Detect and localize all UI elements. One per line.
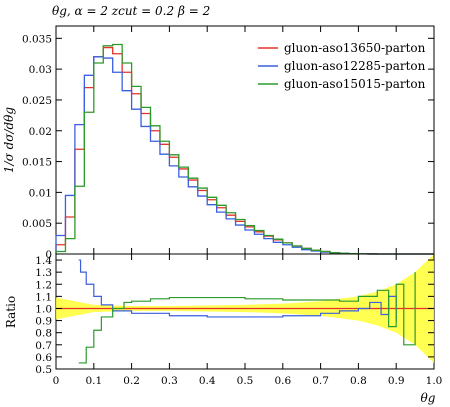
main-y-tick-label: 0.01: [29, 187, 52, 199]
x-tick-label: 0.9: [388, 375, 405, 387]
ratio-y-axis-title: Ratio: [4, 296, 18, 328]
ratio-y-tick-label: 0.7: [35, 340, 52, 352]
main-y-tick-label: 0.03: [29, 64, 52, 76]
x-tick-label: 0.1: [85, 375, 102, 387]
main-y-tick-label: 0.015: [22, 157, 52, 169]
x-tick-label: 0: [53, 375, 60, 387]
main-y-tick-label: 0.02: [29, 126, 52, 138]
x-tick-label: 0.7: [312, 375, 329, 387]
x-tick-label: 0.8: [350, 375, 367, 387]
legend-label-1: gluon-aso12285-parton: [284, 59, 426, 73]
legend-label-2: gluon-aso15015-parton: [284, 77, 426, 91]
ratio-y-tick-label: 1.2: [35, 279, 52, 291]
main-y-tick-label: 0.005: [22, 218, 52, 230]
legend-label-0: gluon-aso13650-parton: [284, 41, 426, 55]
histogram-series-2: [55, 43, 434, 255]
chart-title: θg, α = 2 zcut = 0.2 β = 2: [52, 4, 210, 18]
x-tick-label: 0.2: [123, 375, 140, 387]
ratio-series-2: [78, 272, 416, 364]
ratio-series-1: [78, 259, 397, 321]
main-y-tick-label: 0.035: [22, 33, 52, 45]
x-tick-label: 0.4: [199, 375, 216, 387]
ratio-y-tick-label: 1.0: [35, 303, 52, 315]
ratio-y-tick-label: 0.9: [35, 316, 52, 328]
x-axis-title: θg: [421, 391, 436, 405]
ratio-y-tick-label: 1.1: [35, 291, 52, 303]
x-tick-label: 0.6: [274, 375, 291, 387]
x-tick-label: 0.3: [161, 375, 178, 387]
x-tick-label: 1.0: [426, 375, 443, 387]
legend: gluon-aso13650-parton gluon-aso12285-part…: [258, 41, 426, 91]
ratio-y-tick-label: 1.3: [35, 267, 52, 279]
main-y-tick-label: 0.025: [22, 95, 52, 107]
ratio-y-tick-label: 0.5: [35, 364, 52, 376]
ratio-y-tick-label: 0.6: [35, 352, 52, 364]
main-y-tick-label: 0: [45, 249, 52, 261]
x-tick-label: 0.5: [237, 375, 254, 387]
ratio-plot-area: [55, 254, 435, 370]
ratio-y-tick-label: 1.4: [35, 255, 52, 267]
main-y-axis-title: 1/σ dσ/dθg: [2, 107, 16, 174]
ratio-y-tick-label: 0.8: [35, 328, 52, 340]
